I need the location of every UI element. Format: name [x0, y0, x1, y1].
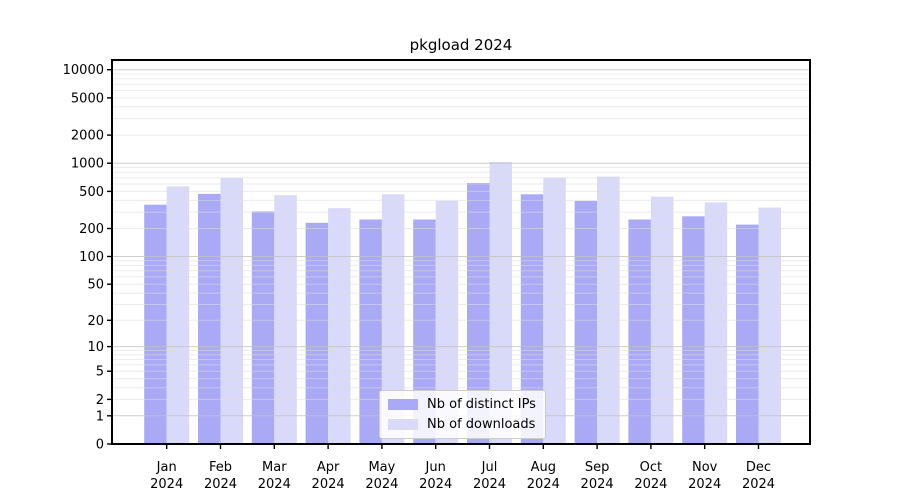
- x-tick-label-jan-2024: Jan 2024: [150, 460, 183, 492]
- bar-nb-of-distinct-ips-nov-2024: [682, 216, 705, 444]
- bar-nb-of-downloads-nov-2024: [704, 202, 728, 444]
- x-tick-label-apr-2024: Apr 2024: [312, 460, 345, 492]
- legend-swatch-distinct-ips: [388, 399, 418, 410]
- bar-nb-of-downloads-aug-2024: [543, 177, 566, 444]
- y-tick-label-50: 50: [87, 278, 104, 293]
- y-tick-label-10: 10: [87, 340, 104, 355]
- bar-nb-of-downloads-jun-2024: [435, 200, 459, 444]
- bar-nb-of-downloads-apr-2024: [328, 208, 351, 444]
- x-tick-label-nov-2024: Nov 2024: [688, 460, 721, 492]
- plot-border: [111, 59, 811, 445]
- bar-nb-of-downloads-jul-2024: [489, 162, 512, 444]
- legend-label-downloads: Nb of downloads: [427, 417, 536, 432]
- bar-nb-of-downloads-mar-2024: [274, 195, 297, 444]
- y-tick-label-100: 100: [79, 250, 104, 265]
- y-tick-label-2: 2: [96, 393, 104, 408]
- legend-swatch-downloads: [388, 419, 418, 430]
- x-tick-label-may-2024: May 2024: [365, 460, 398, 492]
- legend-entry-distinct-ips: Nb of distinct IPs: [388, 396, 536, 413]
- x-tick-label-jul-2024: Jul 2024: [473, 460, 506, 492]
- x-tick-label-sep-2024: Sep 2024: [581, 460, 614, 492]
- bar-nb-of-distinct-ips-dec-2024: [736, 224, 759, 444]
- bar-nb-of-downloads-sep-2024: [597, 176, 620, 444]
- bar-nb-of-distinct-ips-jan-2024: [144, 204, 167, 444]
- chart-title: pkgload 2024: [409, 36, 513, 54]
- y-tick-label-5: 5: [96, 365, 104, 380]
- x-tick-label-dec-2024: Dec 2024: [742, 460, 775, 492]
- y-tick-label-2000: 2000: [71, 129, 104, 144]
- bar-nb-of-downloads-feb-2024: [220, 178, 243, 444]
- y-tick-label-10000: 10000: [63, 63, 104, 78]
- bar-nb-of-distinct-ips-feb-2024: [198, 193, 221, 444]
- y-tick-label-200: 200: [79, 222, 104, 237]
- y-tick-label-5000: 5000: [71, 91, 104, 106]
- bar-nb-of-downloads-jan-2024: [166, 186, 190, 444]
- y-tick-label-1000: 1000: [71, 157, 104, 172]
- x-tick-label-oct-2024: Oct 2024: [634, 460, 667, 492]
- chart-legend: Nb of distinct IPs Nb of downloads: [379, 390, 546, 439]
- x-tick-label-feb-2024: Feb 2024: [204, 460, 237, 492]
- bar-nb-of-distinct-ips-oct-2024: [628, 219, 651, 444]
- y-tick-label-0: 0: [96, 438, 104, 453]
- y-tick-label-500: 500: [79, 185, 104, 200]
- bar-nb-of-distinct-ips-mar-2024: [251, 211, 275, 444]
- x-tick-label-aug-2024: Aug 2024: [527, 460, 560, 492]
- bar-nb-of-distinct-ips-apr-2024: [305, 222, 329, 444]
- x-tick-label-jun-2024: Jun 2024: [419, 460, 452, 492]
- x-tick-label-mar-2024: Mar 2024: [258, 460, 291, 492]
- bar-nb-of-distinct-ips-sep-2024: [574, 200, 598, 444]
- legend-entry-downloads: Nb of downloads: [388, 416, 536, 433]
- legend-label-distinct-ips: Nb of distinct IPs: [427, 397, 536, 412]
- bar-nb-of-downloads-dec-2024: [758, 207, 781, 444]
- y-tick-label-20: 20: [87, 314, 104, 329]
- y-tick-label-1: 1: [96, 409, 104, 424]
